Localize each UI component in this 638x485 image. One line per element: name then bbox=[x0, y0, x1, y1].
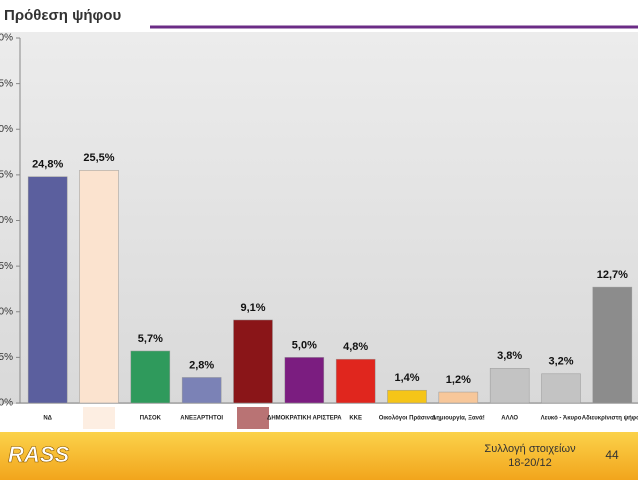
x-tick-label: ΚΚΕ bbox=[349, 416, 362, 422]
bar bbox=[541, 373, 581, 404]
bar bbox=[130, 350, 171, 404]
y-tick-label: 0% bbox=[0, 398, 13, 409]
bar bbox=[79, 170, 119, 404]
bar bbox=[489, 368, 530, 404]
bar bbox=[27, 176, 68, 404]
x-tick-label: ΠΑΣΟΚ bbox=[140, 416, 162, 422]
y-tick-label: 10% bbox=[0, 306, 13, 317]
party-logo bbox=[83, 407, 115, 429]
y-tick-label: 30% bbox=[0, 124, 13, 135]
y-tick-label: 15% bbox=[0, 261, 13, 272]
chart-title: Πρόθεση ψήφου bbox=[4, 7, 121, 24]
bar bbox=[438, 391, 479, 404]
value-label: 9,1% bbox=[240, 302, 265, 314]
y-tick-label: 20% bbox=[0, 215, 13, 226]
x-tick-label: Δημιουργία, Ξανά! bbox=[432, 416, 485, 422]
party-logo bbox=[237, 407, 269, 429]
value-label: 1,2% bbox=[446, 374, 471, 386]
y-tick-label: 40% bbox=[0, 33, 13, 44]
x-tick-label: Λευκό - Άκυρο bbox=[541, 416, 582, 422]
value-label: 12,7% bbox=[597, 269, 628, 281]
y-tick-label: 5% bbox=[0, 352, 13, 363]
value-label: 2,8% bbox=[189, 359, 214, 371]
value-label: 3,2% bbox=[548, 356, 573, 368]
bar bbox=[284, 357, 325, 404]
bar bbox=[335, 358, 376, 404]
x-tick-label: Αδιευκρίνιστη ψήφος bbox=[582, 416, 638, 422]
x-tick-label: ΝΔ bbox=[43, 416, 52, 422]
footer-date: 18-20/12 bbox=[508, 457, 551, 469]
footer bbox=[0, 432, 638, 480]
value-label: 24,8% bbox=[32, 159, 63, 171]
footer-logo: RASS bbox=[8, 442, 69, 467]
bar bbox=[233, 319, 273, 404]
x-tick-label: ΑΛΛΟ bbox=[501, 416, 518, 422]
value-label: 5,0% bbox=[292, 339, 317, 351]
x-tick-label: Οικολόγοι Πράσινοι bbox=[379, 416, 436, 422]
y-tick-label: 35% bbox=[0, 78, 13, 89]
bar bbox=[181, 377, 222, 404]
page-number: 44 bbox=[605, 448, 619, 462]
bar bbox=[387, 389, 427, 404]
x-tick-label: ΑΝΕΞΑΡΤΗΤΟΙ bbox=[180, 416, 223, 422]
value-label: 5,7% bbox=[138, 333, 163, 345]
y-tick-label: 25% bbox=[0, 170, 13, 181]
bar bbox=[592, 286, 633, 404]
value-label: 4,8% bbox=[343, 341, 368, 353]
footer-caption: Συλλογή στοιχείων bbox=[484, 443, 576, 455]
value-label: 3,8% bbox=[497, 350, 522, 362]
x-tick-label: ΔΗΜΟΚΡΑΤΙΚΗ ΑΡΙΣΤΕΡΑ bbox=[267, 416, 342, 422]
value-label: 25,5% bbox=[83, 152, 114, 164]
value-label: 1,4% bbox=[394, 372, 419, 384]
